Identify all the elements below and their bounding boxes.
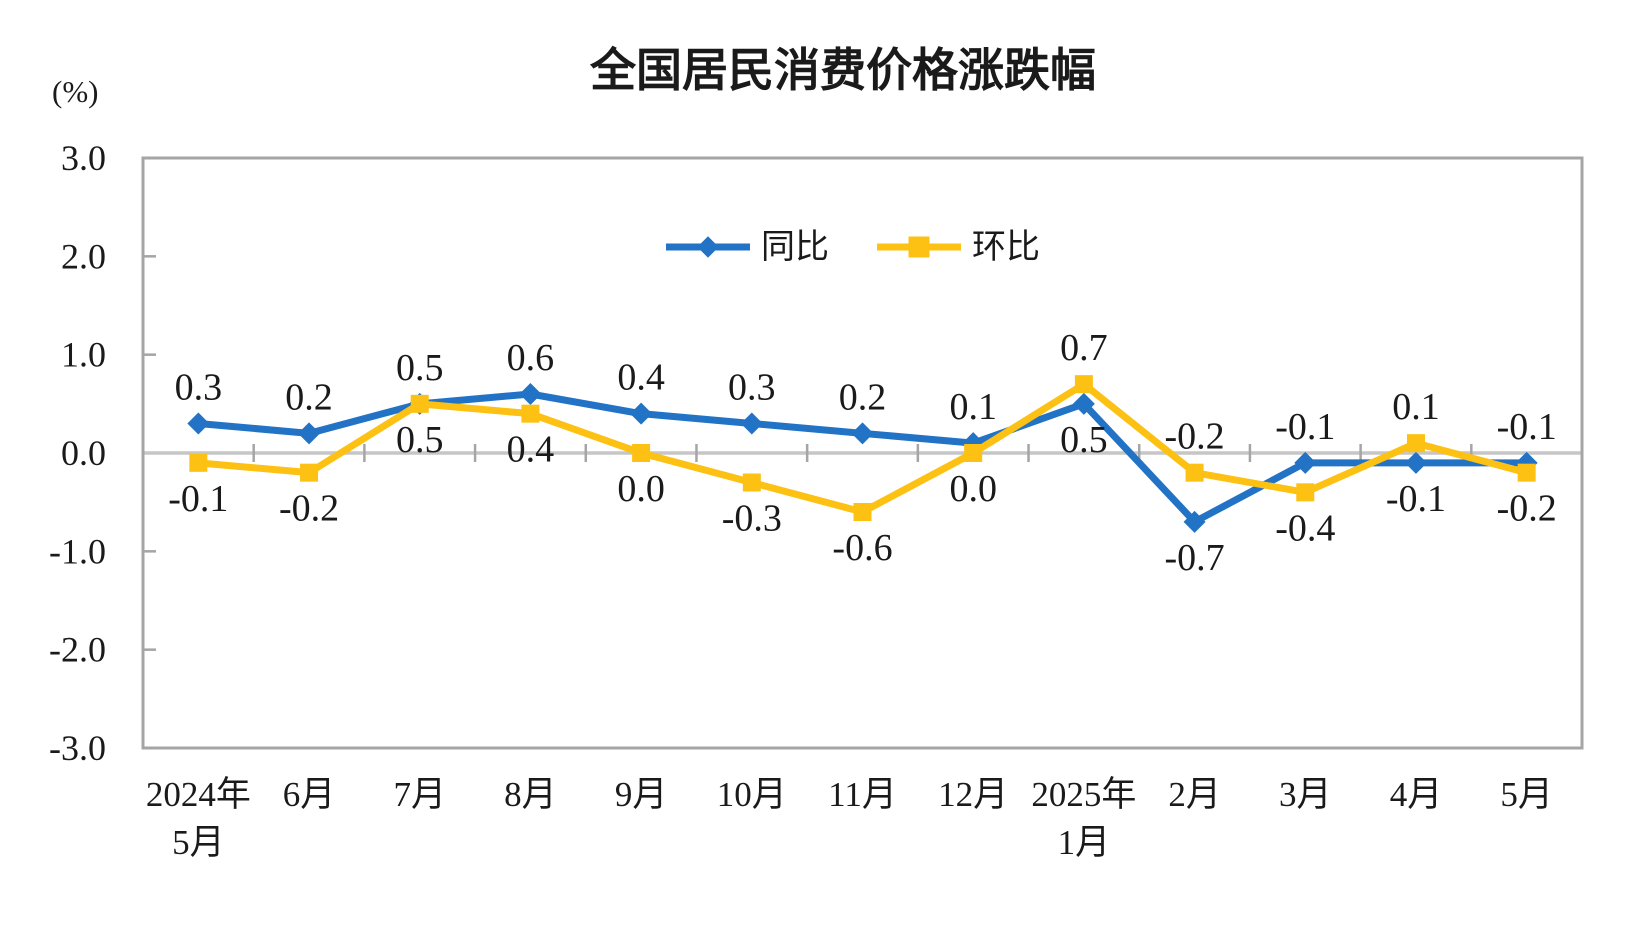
marker-diamond-同比 <box>1183 510 1206 533</box>
marker-square-环比 <box>632 444 651 462</box>
y-tick-label: 1.0 <box>61 335 106 375</box>
marker-square-环比 <box>964 444 983 462</box>
data-label-环比: 0.4 <box>507 429 555 471</box>
y-tick-label: -3.0 <box>49 728 106 768</box>
data-label-同比: 0.5 <box>396 347 444 389</box>
marker-square-环比 <box>1185 463 1204 482</box>
x-tick-label: 2024年 <box>146 775 251 814</box>
legend-label-mom: 环比 <box>972 228 1040 266</box>
data-label-同比: -0.7 <box>1164 537 1224 579</box>
data-label-同比: 0.2 <box>839 376 887 418</box>
marker-diamond-同比 <box>851 422 874 445</box>
data-label-环比: 0.7 <box>1060 327 1108 369</box>
marker-square-环比 <box>1517 463 1536 482</box>
y-tick-label: 2.0 <box>61 236 106 276</box>
marker-square-环比 <box>1406 434 1425 453</box>
marker-square-环比 <box>189 453 208 472</box>
data-label-环比: 0.5 <box>396 419 444 461</box>
x-tick-label: 11月 <box>828 775 897 814</box>
x-tick-label: 9月 <box>615 775 668 814</box>
legend-label-yoy: 同比 <box>761 228 829 266</box>
data-label-同比: 0.3 <box>728 367 776 409</box>
mom-line-square-icon <box>877 236 961 258</box>
chart-legend: 同比 环比 <box>664 230 1040 264</box>
data-label-环比: -0.1 <box>168 478 228 520</box>
marker-diamond-同比 <box>519 383 542 405</box>
legend-item-yoy: 同比 <box>664 230 829 264</box>
marker-square-环比 <box>742 473 761 492</box>
marker-diamond-同比 <box>630 402 653 425</box>
data-label-环比: -0.4 <box>1275 507 1335 549</box>
marker-diamond-同比 <box>1072 392 1095 415</box>
x-tick-label: 6月 <box>283 775 336 814</box>
marker-square-环比 <box>410 394 429 413</box>
marker-square-环比 <box>853 503 872 521</box>
x-tick-label: 10月 <box>717 775 787 814</box>
marker-square-环比 <box>1296 483 1315 502</box>
y-tick-label: -1.0 <box>49 531 106 571</box>
data-label-同比: 0.1 <box>949 386 997 428</box>
data-label-同比: -0.1 <box>1386 478 1446 520</box>
marker-diamond-同比 <box>1404 451 1427 474</box>
data-label-环比: -0.2 <box>1497 488 1557 530</box>
marker-diamond-同比 <box>740 412 763 435</box>
data-label-环比: 0.1 <box>1392 386 1440 428</box>
data-label-同比: -0.1 <box>1275 406 1335 448</box>
marker-diamond-同比 <box>298 422 321 445</box>
y-tick-label: 0.0 <box>61 433 106 473</box>
marker-diamond-同比 <box>1294 451 1317 474</box>
data-label-环比: -0.2 <box>1164 416 1224 458</box>
x-tick-label: 3月 <box>1279 775 1332 814</box>
marker-square-环比 <box>521 404 540 423</box>
x-tick-label: 12月 <box>938 775 1008 814</box>
data-label-环比: -0.6 <box>832 527 892 569</box>
data-label-环比: 0.0 <box>617 468 665 510</box>
data-label-同比: 0.3 <box>175 367 223 409</box>
x-tick-label: 2025年 <box>1031 775 1136 814</box>
yoy-line-diamond-icon <box>666 236 750 258</box>
marker-square-环比 <box>300 463 319 482</box>
data-label-同比: -0.1 <box>1497 406 1557 448</box>
y-tick-label: 3.0 <box>61 138 106 178</box>
data-label-同比: 0.5 <box>1060 419 1108 461</box>
x-tick-label: 2月 <box>1168 775 1221 814</box>
x-tick-label: 1月 <box>1058 823 1111 862</box>
legend-item-mom: 环比 <box>875 230 1040 264</box>
data-label-环比: -0.2 <box>279 488 339 530</box>
x-tick-label: 4月 <box>1390 775 1443 814</box>
x-tick-label: 8月 <box>504 775 557 814</box>
chart-title: 全国居民消费价格涨跌幅 <box>590 44 1096 96</box>
marker-diamond-同比 <box>187 412 210 435</box>
x-tick-label: 7月 <box>393 775 446 814</box>
data-label-环比: -0.3 <box>722 498 782 540</box>
data-label-同比: 0.6 <box>507 337 555 379</box>
y-axis-unit-label: (%) <box>52 74 99 109</box>
marker-square-环比 <box>1074 375 1093 394</box>
plot-border <box>141 156 1584 750</box>
data-label-环比: 0.0 <box>949 468 997 510</box>
data-label-同比: 0.2 <box>285 376 333 418</box>
y-tick-label: -2.0 <box>49 630 106 670</box>
data-label-同比: 0.4 <box>617 357 665 399</box>
x-tick-label: 5月 <box>1500 775 1553 814</box>
x-tick-label: 5月 <box>172 823 225 862</box>
